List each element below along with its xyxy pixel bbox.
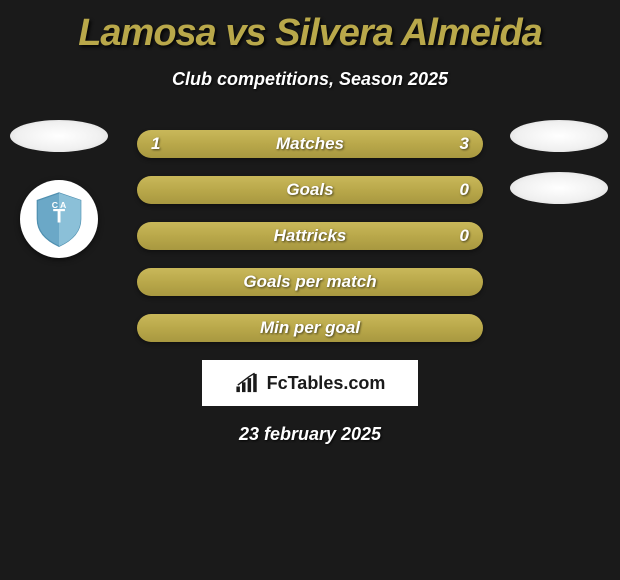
subtitle: Club competitions, Season 2025 bbox=[0, 69, 620, 90]
watermark: FcTables.com bbox=[202, 360, 418, 406]
flag-right-ellipse-1 bbox=[510, 120, 608, 152]
club-logo-left: C A T bbox=[20, 180, 98, 258]
stat-right-value: 3 bbox=[460, 134, 469, 154]
stat-right-value: 0 bbox=[460, 226, 469, 246]
page-title: Lamosa vs Silvera Almeida bbox=[0, 0, 620, 55]
stat-label: Min per goal bbox=[260, 318, 360, 338]
stat-left-value: 1 bbox=[151, 134, 160, 154]
watermark-text: FcTables.com bbox=[267, 373, 386, 394]
stat-label: Matches bbox=[276, 134, 344, 154]
flag-right-ellipse-2 bbox=[510, 172, 608, 204]
stat-label: Goals bbox=[286, 180, 333, 200]
stats-container: 1 Matches 3 Goals 0 Hattricks 0 Goals pe… bbox=[137, 130, 483, 342]
stat-label: Hattricks bbox=[274, 226, 347, 246]
stat-label: Goals per match bbox=[243, 272, 376, 292]
stat-bar-goals: Goals 0 bbox=[137, 176, 483, 204]
stat-bar-goals-per-match: Goals per match bbox=[137, 268, 483, 296]
svg-text:T: T bbox=[53, 206, 65, 228]
date: 23 february 2025 bbox=[0, 424, 620, 445]
stat-bar-min-per-goal: Min per goal bbox=[137, 314, 483, 342]
stat-bar-hattricks: Hattricks 0 bbox=[137, 222, 483, 250]
flag-left-ellipse bbox=[10, 120, 108, 152]
stat-right-value: 0 bbox=[460, 180, 469, 200]
stat-bar-matches: 1 Matches 3 bbox=[137, 130, 483, 158]
bar-chart-icon bbox=[235, 372, 263, 394]
shield-icon: C A T bbox=[28, 188, 90, 250]
